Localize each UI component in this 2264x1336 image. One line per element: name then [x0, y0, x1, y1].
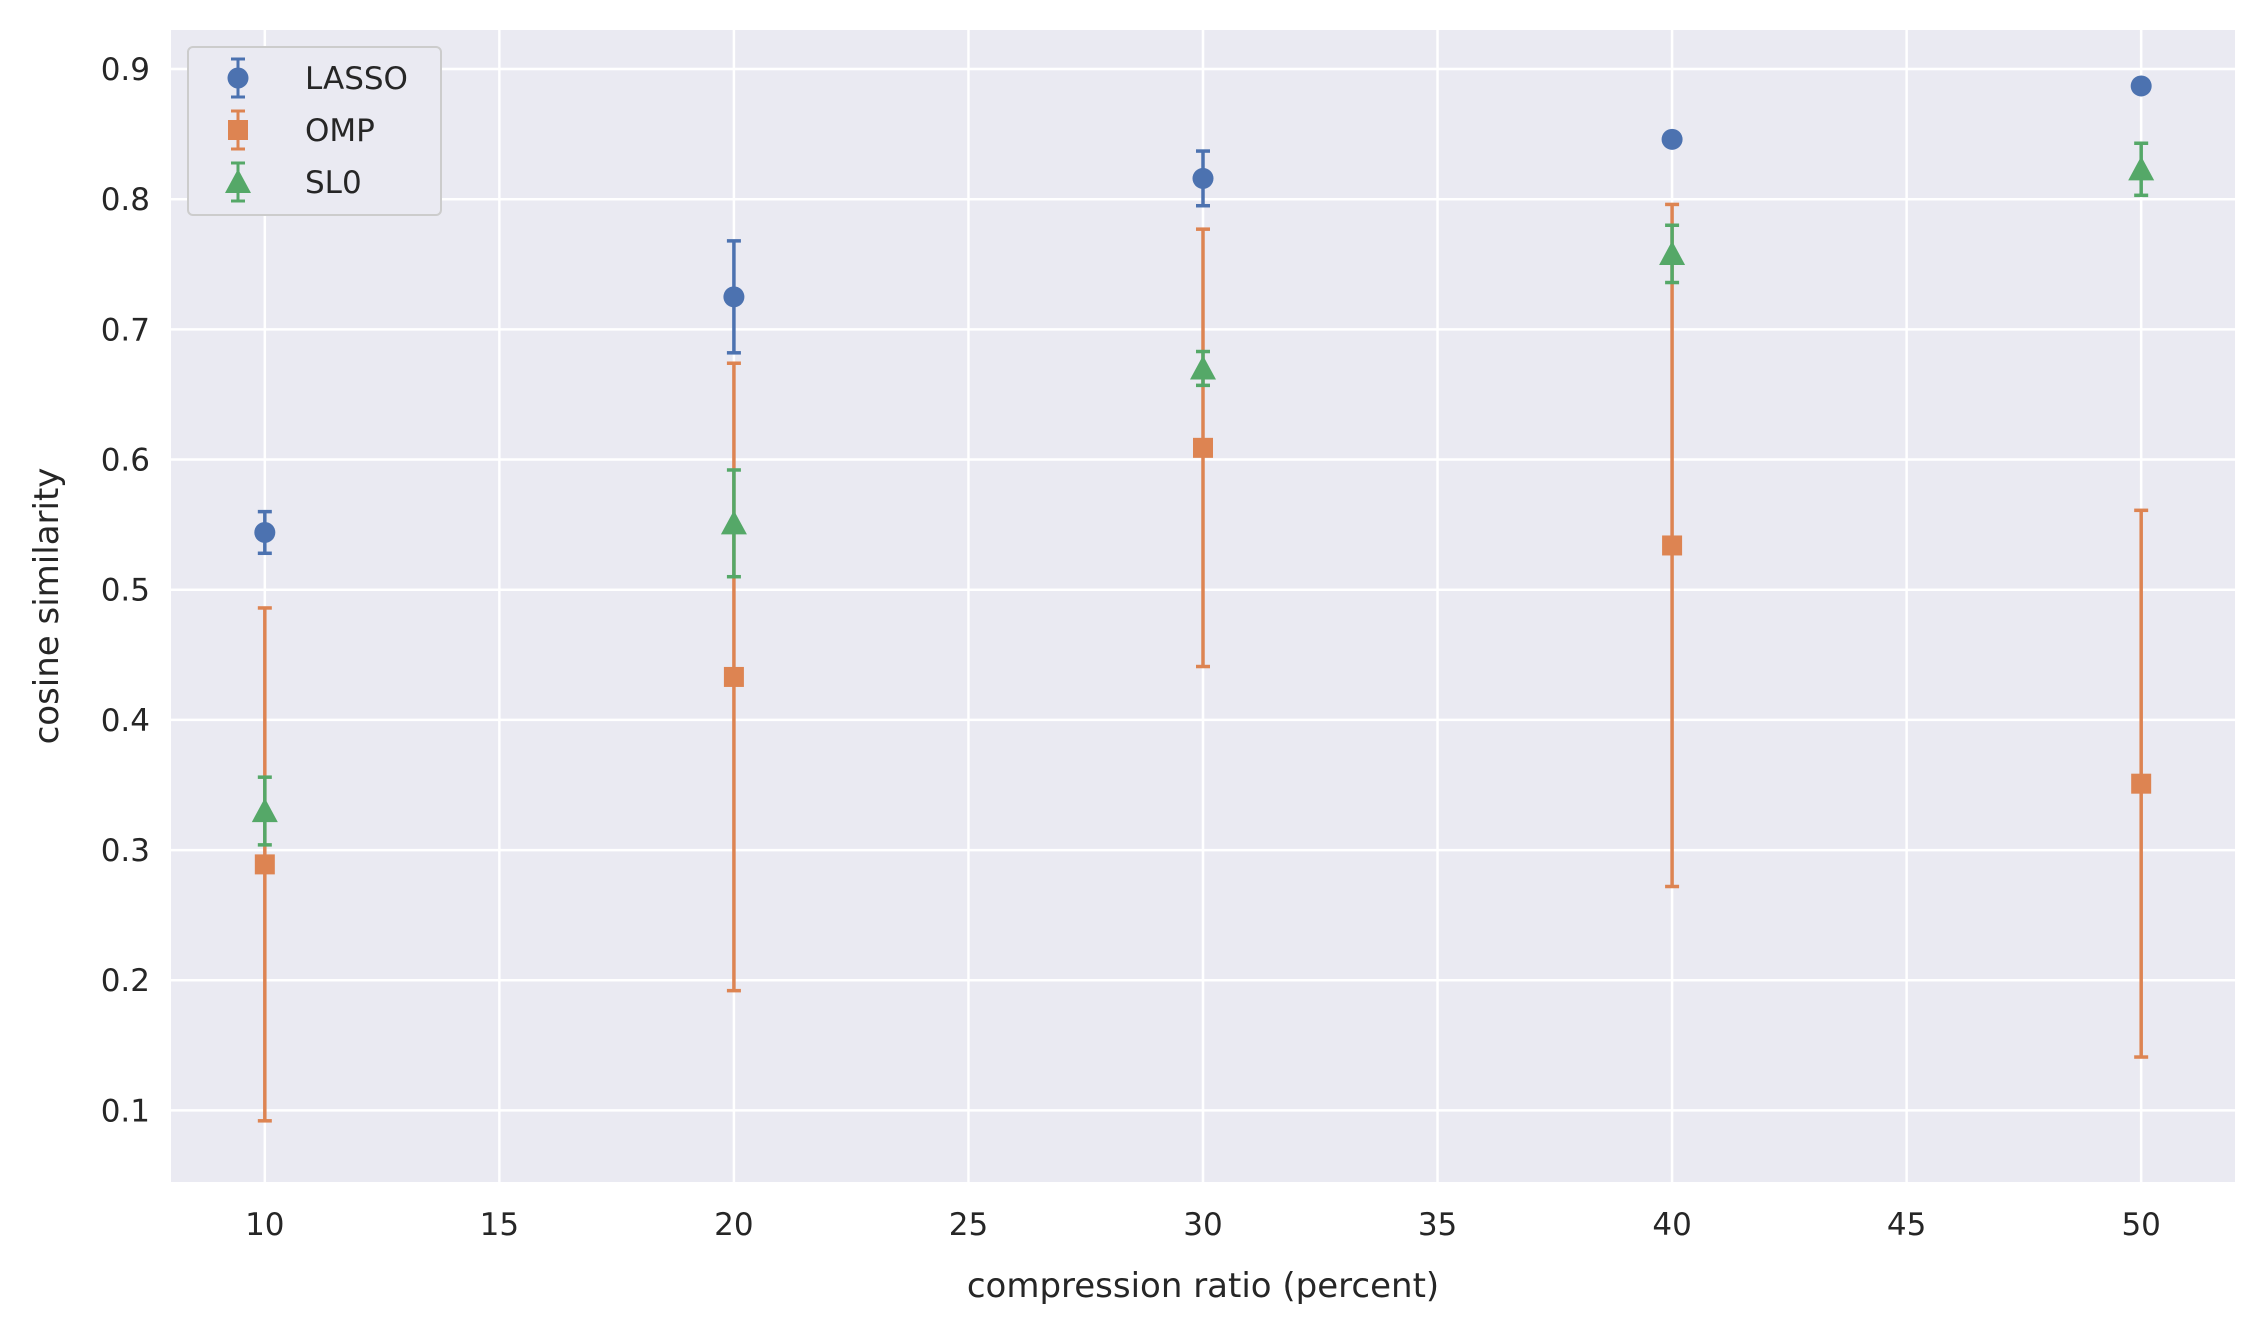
x-tick-label: 20 — [714, 1207, 753, 1243]
series-lasso — [254, 75, 2152, 556]
data-point — [1659, 240, 1686, 265]
legend-item-sl0: SL0 — [225, 161, 362, 203]
series-layer — [251, 75, 2155, 1123]
legend-item-lasso: LASSO — [227, 57, 408, 99]
data-point — [720, 510, 747, 535]
y-tick-label: 0.9 — [101, 52, 150, 88]
data-point — [254, 521, 276, 543]
data-point — [2128, 156, 2155, 181]
data-point — [2130, 75, 2152, 97]
data-point — [723, 666, 744, 687]
data-point — [723, 286, 745, 308]
data-point — [1662, 535, 1683, 556]
x-tick-label: 45 — [1887, 1207, 1926, 1243]
tick-labels: 10 15 20 25 30 35 40 45 50 0.1 0.2 0.3 0.4 0.5 0.6 0.7 0… — [101, 52, 2161, 1243]
legend-label: OMP — [305, 113, 375, 149]
legend-marker — [228, 120, 248, 140]
legend-marker — [227, 67, 249, 89]
x-tick-label: 30 — [1183, 1207, 1222, 1243]
y-tick-label: 0.2 — [101, 963, 150, 999]
series-sl0 — [251, 141, 2155, 847]
x-tick-label: 25 — [949, 1207, 988, 1243]
data-point — [251, 798, 278, 823]
y-tick-label: 0.3 — [101, 833, 150, 869]
legend-marker — [225, 169, 251, 194]
y-tick-label: 0.4 — [101, 703, 150, 739]
x-tick-label: 35 — [1418, 1207, 1457, 1243]
x-axis-label: compression ratio (percent) — [967, 1266, 1439, 1306]
legend: LASSO OMP SL0 — [187, 46, 442, 216]
y-tick-label: 0.6 — [101, 443, 150, 479]
legend-box — [187, 46, 442, 216]
y-tick-label: 0.8 — [101, 182, 150, 218]
data-point — [1190, 355, 1216, 380]
x-tick-label: 40 — [1652, 1207, 1691, 1243]
x-tick-label: 10 — [245, 1207, 284, 1243]
data-point — [2131, 773, 2152, 794]
data-point — [1192, 167, 1214, 189]
data-point — [254, 854, 275, 875]
series-omp — [254, 202, 2152, 1123]
y-axis-label: cosine similarity — [27, 468, 67, 745]
y-tick-label: 0.5 — [101, 573, 150, 609]
data-point — [1661, 128, 1683, 150]
data-point — [1193, 437, 1213, 458]
y-tick-label: 0.7 — [101, 312, 150, 348]
legend-label: LASSO — [305, 61, 408, 97]
x-tick-label: 15 — [480, 1207, 519, 1243]
x-tick-label: 50 — [2121, 1207, 2160, 1243]
legend-item-omp: OMP — [228, 109, 375, 151]
legend-label: SL0 — [305, 165, 362, 201]
y-tick-label: 0.1 — [101, 1093, 150, 1129]
